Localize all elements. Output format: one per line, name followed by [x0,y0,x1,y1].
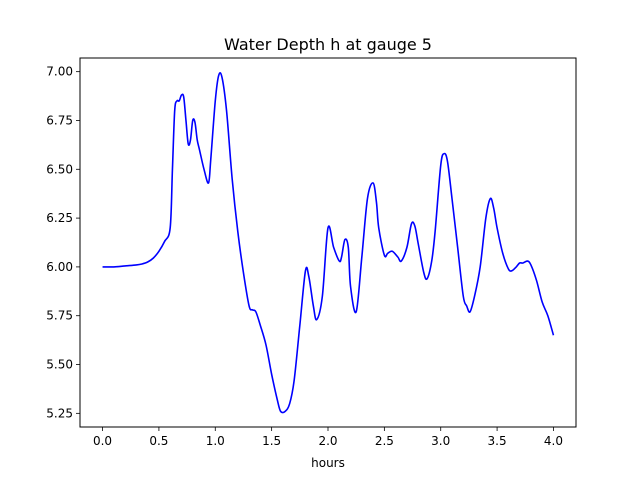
x-axis-label: hours [311,456,345,470]
y-tick-label: 6.75 [46,113,73,127]
x-tick-label: 4.0 [544,434,563,448]
y-tick-label: 5.25 [46,406,73,420]
x-tick-label: 1.0 [206,434,225,448]
x-tick-label: 3.0 [431,434,450,448]
x-axis-ticks: 0.0 0.5 1.0 1.5 2.0 2.5 3.0 3.5 4.0 [93,427,563,448]
x-tick-label: 0.0 [93,434,112,448]
x-tick-label: 2.5 [375,434,394,448]
y-axis-ticks: 5.25 5.50 5.75 6.00 6.25 6.50 6.75 7.00 [46,65,80,420]
x-tick-label: 2.0 [318,434,337,448]
x-tick-label: 3.5 [488,434,507,448]
y-tick-label: 5.75 [46,309,73,323]
x-tick-label: 1.5 [262,434,281,448]
y-tick-label: 5.50 [46,358,73,372]
series-line-0 [102,72,555,414]
chart-title: Water Depth h at gauge 5 [224,35,432,54]
y-tick-label: 6.50 [46,162,73,176]
x-tick-label: 0.5 [149,434,168,448]
y-tick-label: 6.00 [46,260,73,274]
series-layer [102,72,555,414]
y-tick-label: 7.00 [46,65,73,79]
y-tick-label: 6.25 [46,211,73,225]
